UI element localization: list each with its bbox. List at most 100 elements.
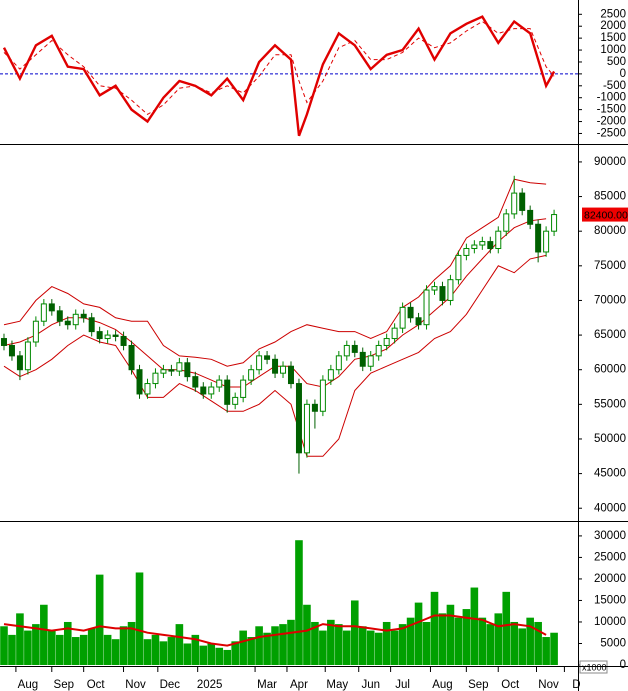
candle-body [351,344,358,353]
y-tick-label: 85000 [594,191,626,203]
candle-body [303,403,310,454]
volume-bar [8,634,16,665]
volume-bar [382,621,391,665]
candle-body [168,369,175,372]
candle-body [359,351,366,367]
y-tick-label: 0 [620,68,626,80]
x-tick-label: 2025 [197,679,223,691]
volume-bar [79,634,88,665]
candle-body [56,310,63,322]
y-tick-label: -1500 [597,104,626,116]
candle-body [375,344,382,357]
volume-bar [366,630,375,665]
x-tick-label: Apr [290,679,308,691]
y-tick-label: 5000 [600,638,626,650]
unit-label: x1000 [582,662,607,672]
volume-bar [350,600,359,665]
volume-bar [255,626,263,665]
candle-body [343,344,350,357]
y-tick-label: 50000 [594,433,626,445]
volume-bar [119,626,128,665]
volume-bar [335,624,343,665]
last-price-box [582,207,628,222]
candle-body [8,344,15,357]
volume-bar [494,613,503,665]
volume-bar [263,632,271,665]
volume-bar [183,643,192,665]
volume-bar [358,626,367,665]
candle-body [152,372,159,385]
candle-body [495,230,502,250]
volume-bar [287,619,295,665]
volume-bar [111,639,120,665]
y-tick-label: 55000 [594,398,626,410]
volume-bar [271,626,279,665]
candle-body [104,334,111,340]
candle-body [176,362,183,372]
y-tick-label: 75000 [594,260,626,272]
candle-body [503,213,510,232]
candle-body [463,248,470,256]
y-tick-label: 20000 [594,573,626,585]
volume-bar [87,628,96,665]
candle-body [120,335,127,346]
volume-bar [48,630,56,665]
y-tick-label: 30000 [594,530,626,542]
volume-bar [63,621,72,665]
volume-bar [71,637,80,665]
volume-bar [510,621,519,665]
volume-bar [95,574,104,665]
volume-bar [550,632,558,665]
candle-body [287,365,294,385]
candle-body [264,355,271,360]
volume-bar [191,634,200,665]
y-tick-label: 90000 [594,156,626,168]
x-tick-label: Jun [361,679,380,691]
last-price-label: 82400.00 [584,209,628,221]
volume-bar [16,613,24,665]
candle-body [399,306,406,329]
candle-body [431,286,438,291]
volume-bar [398,624,407,665]
candle-body [471,244,478,250]
volume-bar [247,637,255,665]
volume-bar [470,587,479,665]
candle-body [423,289,430,326]
candle-body [88,317,95,333]
y-tick-label: -1000 [597,92,626,104]
volume-bar [231,641,239,665]
volume-bar [167,637,176,665]
y-tick-label: 2000 [600,20,626,32]
x-tick-label: Nov [538,679,559,691]
candle-body [551,214,558,232]
y-tick-label: 70000 [594,294,626,306]
y-tick-label: 80000 [594,225,626,237]
x-tick-label: Dec [160,679,181,691]
candle-body [64,320,71,326]
candle-body [16,355,23,371]
volume-bar [526,617,534,665]
candle-body [136,369,143,395]
candle-body [367,355,374,367]
volume-bar [518,628,526,665]
x-tick-label: Jul [395,679,410,691]
y-tick-label: -500 [603,80,626,92]
volume-bar [32,624,40,665]
candle-body [248,369,255,381]
candle-body [96,331,103,340]
candle-body [0,338,7,346]
x-tick-label: Sep [54,679,74,691]
y-tick-label: 1500 [600,32,626,44]
volume-bar [151,634,160,665]
volume-bar [127,621,136,665]
volume-bar [159,641,168,665]
y-tick-label: 10000 [594,616,626,628]
y-tick-label: 2500 [600,8,626,20]
candle-body [160,369,167,374]
candle-body [519,192,526,211]
volume-bar [295,540,303,665]
y-tick-label: 40000 [594,502,626,514]
candle-body [216,379,223,388]
oscillator-line [2,15,556,137]
y-tick-label: 60000 [594,364,626,376]
